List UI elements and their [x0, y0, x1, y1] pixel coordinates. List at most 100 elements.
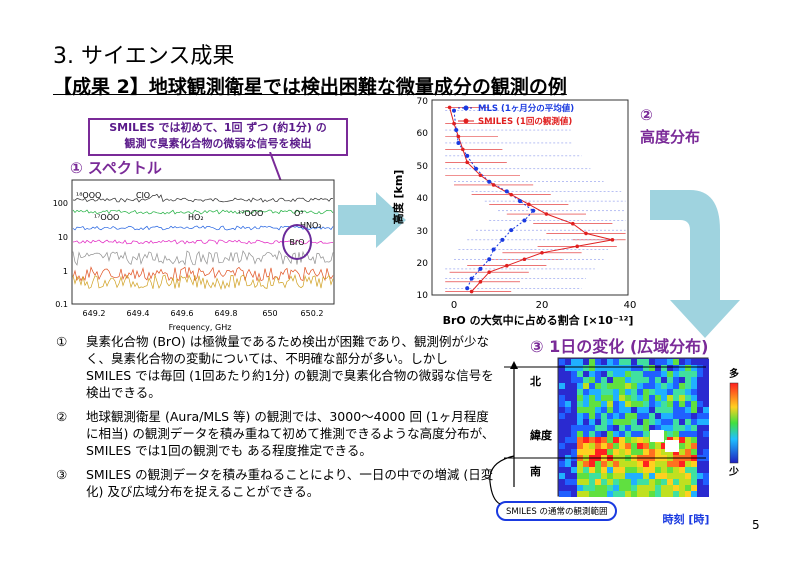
- map-cell: [637, 383, 643, 389]
- map-cell: [595, 395, 601, 401]
- map-cell: [655, 491, 661, 497]
- map-cell: [697, 473, 703, 479]
- map-cell: [607, 413, 613, 419]
- map-cell: [577, 359, 583, 365]
- map-cell: [673, 461, 679, 467]
- map-cell: [565, 425, 571, 431]
- mls-point: [487, 257, 492, 262]
- map-cell: [577, 419, 583, 425]
- map-cell: [565, 365, 571, 371]
- map-cell: [583, 431, 589, 437]
- map-cell: [691, 485, 697, 491]
- map-cell: [679, 449, 685, 455]
- map-cell: [643, 383, 649, 389]
- map-cell: [679, 461, 685, 467]
- map-cell: [625, 437, 631, 443]
- map-cell: [691, 473, 697, 479]
- map-cell: [631, 425, 637, 431]
- map-cell: [649, 389, 655, 395]
- map-cell: [631, 419, 637, 425]
- lat-axis-arrowhead: [510, 361, 518, 369]
- map-cell: [625, 467, 631, 473]
- map-cell: [589, 407, 595, 413]
- map-cell: [601, 443, 607, 449]
- map-cell: [589, 395, 595, 401]
- map-cell: [697, 365, 703, 371]
- map-cell: [637, 359, 643, 365]
- spec-ytick: 10: [58, 233, 68, 242]
- map-cell: [661, 365, 667, 371]
- map-cell: [589, 473, 595, 479]
- smiles-point: [478, 173, 483, 178]
- map-cell: [595, 461, 601, 467]
- map-cell: [571, 371, 577, 377]
- map-cell: [559, 395, 565, 401]
- map-cell: [577, 377, 583, 383]
- map-cell: [607, 443, 613, 449]
- map-cell: [679, 389, 685, 395]
- map-cell: [637, 371, 643, 377]
- map-cell: [649, 395, 655, 401]
- map-cell: [655, 443, 661, 449]
- smiles-point: [575, 244, 579, 249]
- map-cell: [601, 377, 607, 383]
- map-cell: [703, 389, 709, 395]
- map-cell: [655, 419, 661, 425]
- map-cell: [637, 461, 643, 467]
- smiles-point: [584, 231, 588, 236]
- species-label: ¹⁷OOO: [94, 213, 119, 222]
- map-cell: [559, 461, 565, 467]
- map-cell: [643, 449, 649, 455]
- map-cell: [649, 419, 655, 425]
- spec-xtick: 649.2: [83, 309, 106, 318]
- map-cell: [601, 401, 607, 407]
- profile-chart: 70 60 50 40 30 20 10 0 20 40 BrO の大気中に占め…: [391, 97, 636, 327]
- map-cell: [601, 461, 607, 467]
- page-subtitle: 【成果 2】地球観測衛星では検出困難な微量成分の観測の例: [53, 76, 567, 98]
- map-cell: [619, 359, 625, 365]
- map-cell: [643, 359, 649, 365]
- map-cell: [655, 395, 661, 401]
- map-cell: [697, 377, 703, 383]
- map-cell: [589, 389, 595, 395]
- map-cell: [679, 377, 685, 383]
- map-cell: [673, 365, 679, 371]
- map-cell: [697, 395, 703, 401]
- map-cell: [661, 425, 667, 431]
- observation-range-label: SMILES の通常の観測範囲: [496, 501, 618, 521]
- map-cell: [703, 395, 709, 401]
- map-cell: [703, 449, 709, 455]
- map-cell: [613, 407, 619, 413]
- map-cell: [613, 413, 619, 419]
- map-cell: [691, 365, 697, 371]
- page-number: 5: [752, 518, 760, 532]
- smiles-point: [461, 147, 465, 152]
- map-cell: [577, 431, 583, 437]
- map-cell: [577, 467, 583, 473]
- map-cell: [577, 437, 583, 443]
- map-cell: [703, 419, 709, 425]
- map-cell: [703, 383, 709, 389]
- map-cell: [559, 389, 565, 395]
- map-cell: [631, 407, 637, 413]
- map-cell: [601, 413, 607, 419]
- map-cell: [631, 395, 637, 401]
- map-cell: [679, 419, 685, 425]
- map-cell: [631, 371, 637, 377]
- mls-point: [487, 179, 492, 184]
- map-cell: [601, 389, 607, 395]
- map-cell: [589, 461, 595, 467]
- map-cell: [565, 473, 571, 479]
- map-cell: [685, 425, 691, 431]
- species-label: HNO₃: [300, 221, 322, 230]
- map-cell: [607, 449, 613, 455]
- map-cell: [619, 401, 625, 407]
- map-cell: [643, 401, 649, 407]
- map-cell: [679, 479, 685, 485]
- map-cell: [697, 383, 703, 389]
- map-cell: [679, 431, 685, 437]
- map-cell: [643, 461, 649, 467]
- prof-ylabel: 高度 [km]: [391, 170, 405, 225]
- mls-point: [465, 153, 470, 158]
- map-cell: [559, 443, 565, 449]
